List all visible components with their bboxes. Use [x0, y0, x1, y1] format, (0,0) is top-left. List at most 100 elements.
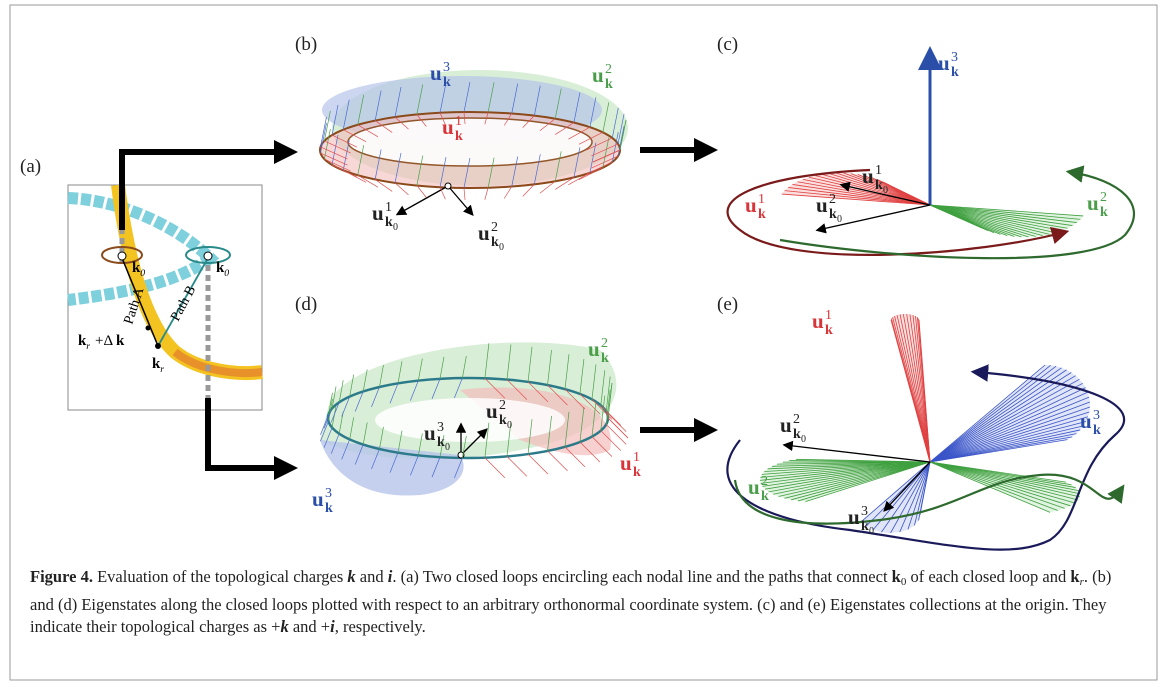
vector-sub: k — [761, 489, 769, 504]
vector-base: u — [486, 399, 498, 423]
k-rest-bold: k — [116, 333, 125, 349]
vector-base: u — [816, 193, 828, 217]
vector-sub: k — [1093, 423, 1101, 438]
vector-base: u — [862, 164, 874, 188]
ring-vector — [608, 418, 628, 438]
vector-sup: 1 — [455, 114, 462, 129]
panel-label: (e) — [717, 294, 738, 315]
caption-text: k — [280, 617, 288, 636]
caption-text: . (a) Two closed loops encircling each n… — [392, 567, 891, 586]
vector-base: u — [1080, 409, 1092, 433]
vector-base: u — [620, 451, 632, 475]
vector-sub: k — [455, 129, 463, 144]
vector-subsub: 0 — [445, 442, 450, 453]
vector-sub: k — [491, 235, 499, 250]
vector-subsub: 0 — [883, 185, 888, 196]
caption-text: and — [356, 567, 388, 586]
vector-subsub: 0 — [869, 526, 874, 537]
vector-subsub: 0 — [499, 242, 504, 253]
vector-sub: k — [385, 215, 393, 230]
vector-subsub: 0 — [837, 214, 842, 225]
vector-base: u — [592, 63, 604, 87]
vector-sup: 2 — [1100, 190, 1107, 205]
ring-vector — [548, 451, 568, 471]
vector-sub: k — [601, 351, 609, 366]
vector-sup: 3 — [325, 486, 332, 501]
vector-sup: 3 — [443, 60, 450, 75]
vector-sub: k — [793, 427, 801, 442]
vector-base: u — [748, 475, 760, 499]
vector-sub: k — [499, 413, 507, 428]
vector-sup: 1 — [875, 163, 882, 178]
ring-vector — [464, 188, 465, 200]
vector-base: u — [812, 309, 824, 333]
caption-text: k — [1070, 567, 1079, 586]
vector-subsub: 0 — [801, 434, 806, 445]
vector-base: u — [1087, 191, 1099, 215]
caption: Figure 4. Evaluation of the topological … — [30, 566, 1130, 639]
vector-sup: 1 — [758, 192, 765, 207]
vector-subsub: 0 — [507, 420, 512, 431]
vector-sup: 1 — [385, 200, 392, 215]
vector-base: u — [938, 51, 950, 75]
vector-base: u — [745, 193, 757, 217]
vector-sub: k — [825, 323, 833, 338]
vector-sub: k — [437, 435, 445, 450]
vector-sub: k — [443, 75, 451, 90]
ring-vector — [606, 412, 626, 432]
ring-vector — [507, 456, 527, 476]
vector-sub: k — [861, 519, 869, 534]
vector-sub: k — [875, 178, 883, 193]
vector-sup: 3 — [437, 420, 444, 435]
vector-base: u — [424, 421, 436, 445]
vector-base: u — [848, 505, 860, 529]
vector-sup: 2 — [491, 220, 498, 235]
caption-text: and — [289, 617, 321, 636]
vector-sup: 3 — [1093, 408, 1100, 423]
panel-label: (d) — [295, 294, 317, 315]
panel-d — [320, 342, 616, 495]
vector-base: u — [780, 413, 792, 437]
k-rest: +Δ — [95, 333, 113, 349]
panel-b — [320, 70, 628, 214]
vector-sub: k — [325, 501, 333, 516]
ring-vector — [528, 454, 548, 474]
ring-vector — [485, 458, 505, 478]
page: (a)(b)(c)(d)(e)u3ku2ku1ku1k0u2k0u3ku1k0u… — [0, 0, 1165, 687]
k-sub: 0 — [224, 268, 229, 279]
ring-vector — [504, 186, 512, 198]
caption-text: + — [321, 617, 330, 636]
vector-sub: k — [633, 465, 641, 480]
vector-sub: k — [605, 77, 613, 92]
panel-c — [728, 52, 1134, 258]
vector-sup: 1 — [633, 450, 640, 465]
k-sub: r — [86, 341, 90, 352]
vector-sub: k — [829, 207, 837, 222]
caption-text: Figure 4. — [30, 567, 93, 586]
vector-sub: k — [1100, 205, 1108, 220]
panel-label: (b) — [295, 34, 317, 55]
vector-sup: 2 — [499, 398, 506, 413]
caption-text: k — [892, 567, 901, 586]
vector-sub: k — [758, 207, 766, 222]
vector-sup: 3 — [861, 504, 868, 519]
vector-sup: 2 — [601, 336, 608, 351]
k-sub: 0 — [140, 268, 145, 279]
k-sub: r — [160, 364, 164, 375]
vector-sub: k — [951, 65, 959, 80]
vector-sup: 2 — [761, 474, 768, 489]
vector-subsub: 0 — [393, 222, 398, 233]
caption-text: k — [347, 567, 355, 586]
panel-a — [68, 185, 262, 410]
caption-text: Evaluation of the topological charges — [93, 567, 347, 586]
vector-base: u — [372, 201, 384, 225]
caption-text: of each closed loop and — [906, 567, 1070, 586]
vector-base: u — [430, 61, 442, 85]
ring-vector — [485, 188, 488, 200]
panel-label: (c) — [717, 34, 738, 55]
vector-sup: 2 — [605, 62, 612, 77]
vector-base: u — [588, 337, 600, 361]
vector-sup: 3 — [951, 50, 958, 65]
vector-sup: 2 — [829, 192, 836, 207]
caption-text: , respectively. — [335, 617, 426, 636]
